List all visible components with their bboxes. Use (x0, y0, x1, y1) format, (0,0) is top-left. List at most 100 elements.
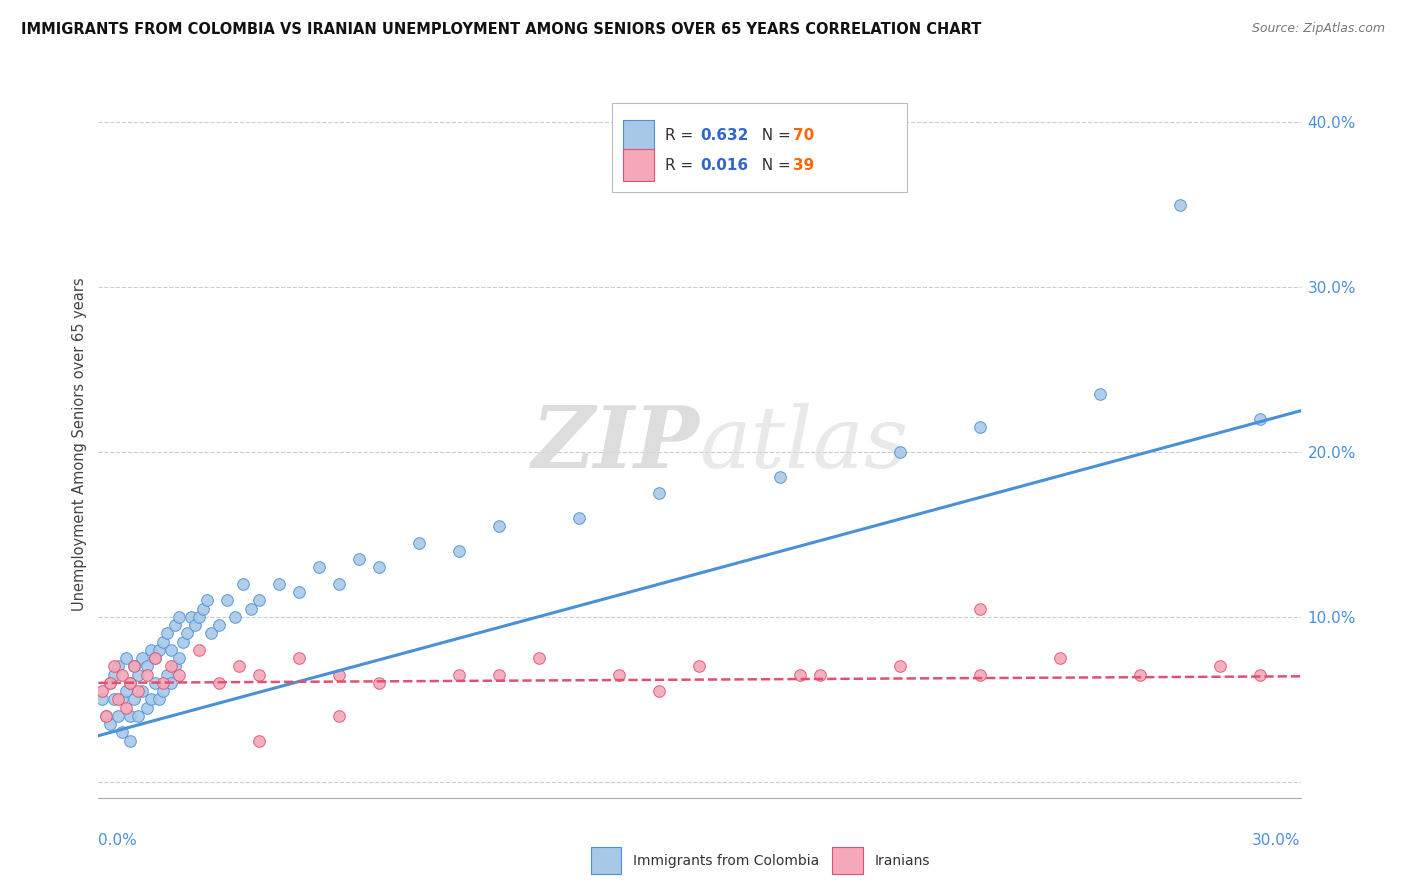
Text: 0.016: 0.016 (700, 158, 748, 172)
Point (148, 643, 170, 657)
Point (689, 659, 711, 673)
Point (208, 676, 231, 690)
Text: ZIP: ZIP (531, 402, 700, 485)
Point (115, 684, 138, 698)
Point (120, 733, 142, 747)
Point (172, 634, 194, 648)
Text: atlas: atlas (700, 402, 908, 485)
Point (187, 643, 209, 657)
Point (152, 676, 174, 690)
Point (1209, 659, 1232, 673)
Point (347, 552, 370, 566)
Point (1049, 651, 1071, 665)
Point (215, 593, 238, 607)
Point (368, 676, 391, 690)
Point (789, 667, 811, 681)
Point (408, 535, 430, 549)
Point (91, 684, 114, 698)
Point (1088, 387, 1111, 401)
Point (208, 618, 231, 632)
Point (808, 667, 831, 681)
Point (368, 560, 391, 574)
Point (152, 634, 174, 648)
Point (128, 709, 150, 723)
Point (1250, 667, 1272, 681)
Point (187, 610, 209, 624)
Point (224, 610, 246, 624)
Point (155, 626, 177, 640)
Text: R =: R = (665, 158, 699, 172)
Point (159, 676, 181, 690)
Point (111, 725, 134, 739)
Point (200, 626, 222, 640)
Point (889, 659, 911, 673)
Point (100, 676, 122, 690)
Point (889, 445, 911, 459)
Point (111, 667, 134, 681)
Point (100, 676, 122, 690)
Point (135, 700, 157, 714)
Point (128, 684, 150, 698)
Point (100, 717, 122, 731)
Point (228, 659, 250, 673)
Point (195, 593, 218, 607)
Point (143, 676, 166, 690)
Point (447, 544, 470, 558)
Point (648, 486, 671, 500)
Point (124, 692, 146, 706)
Point (969, 420, 991, 434)
Point (155, 667, 177, 681)
Point (1250, 412, 1272, 426)
Text: 30.0%: 30.0% (1253, 833, 1301, 847)
Point (135, 667, 157, 681)
Point (115, 651, 138, 665)
Point (180, 610, 202, 624)
Point (1129, 667, 1152, 681)
Point (163, 659, 186, 673)
Text: 0.632: 0.632 (700, 128, 748, 143)
Point (120, 676, 142, 690)
Text: Iranians: Iranians (875, 854, 929, 868)
Point (124, 659, 146, 673)
Point (115, 700, 138, 714)
Point (529, 651, 551, 665)
Point (152, 684, 174, 698)
Point (488, 519, 510, 533)
Point (96, 709, 118, 723)
Point (167, 651, 190, 665)
Point (308, 560, 330, 574)
Text: IMMIGRANTS FROM COLOMBIA VS IRANIAN UNEMPLOYMENT AMONG SENIORS OVER 65 YEARS COR: IMMIGRANTS FROM COLOMBIA VS IRANIAN UNEM… (21, 22, 981, 37)
Point (769, 469, 792, 483)
Point (111, 692, 134, 706)
Point (969, 667, 991, 681)
Point (131, 651, 153, 665)
Point (648, 684, 671, 698)
Point (135, 659, 157, 673)
Point (120, 676, 142, 690)
Text: Immigrants from Colombia: Immigrants from Colombia (633, 854, 818, 868)
Point (239, 601, 262, 615)
Text: N =: N = (752, 158, 796, 172)
Point (103, 692, 125, 706)
Y-axis label: Unemployment Among Seniors over 65 years: Unemployment Among Seniors over 65 years (72, 277, 87, 611)
Point (107, 709, 129, 723)
Text: 70: 70 (793, 128, 814, 143)
Text: Source: ZipAtlas.com: Source: ZipAtlas.com (1251, 22, 1385, 36)
Point (107, 659, 129, 673)
Point (139, 692, 162, 706)
Point (969, 601, 991, 615)
Point (167, 610, 190, 624)
Point (447, 667, 470, 681)
Point (288, 585, 311, 599)
Text: R =: R = (665, 128, 699, 143)
Point (143, 651, 166, 665)
Point (1170, 197, 1192, 211)
Point (191, 601, 214, 615)
Point (267, 577, 290, 591)
Point (232, 577, 254, 591)
Point (609, 667, 631, 681)
Point (103, 659, 125, 673)
Point (163, 618, 186, 632)
Point (247, 667, 270, 681)
Point (328, 709, 350, 723)
